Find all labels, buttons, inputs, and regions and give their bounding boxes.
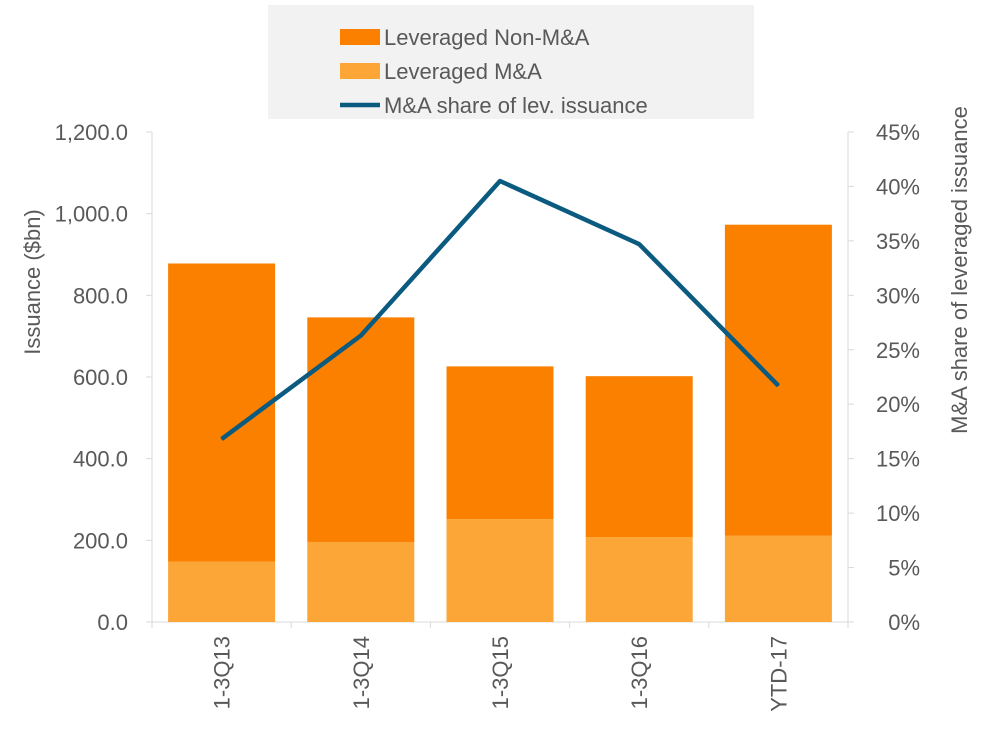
- legend-swatch: [340, 63, 380, 79]
- y2-tick-label: 15%: [876, 447, 920, 472]
- y-tick-label: 400.0: [73, 447, 128, 472]
- y2-tick-label: 40%: [876, 174, 920, 199]
- y2-tick-label: 20%: [876, 392, 920, 417]
- bar-leveraged-m-a: [307, 541, 415, 622]
- line-point: [221, 438, 223, 440]
- y-tick-label: 800.0: [73, 283, 128, 308]
- bar-leveraged-non-m-a: [585, 376, 693, 538]
- legend-label: Leveraged Non-M&A: [384, 25, 590, 50]
- x-axis-labels: 1-3Q13 1-3Q14 1-3Q15 1-3Q16 YTD-17: [210, 636, 792, 712]
- legend-label: Leveraged M&A: [384, 59, 542, 84]
- y2-tick-label: 0%: [888, 610, 920, 635]
- y-tick-label: 1,000.0: [55, 202, 128, 227]
- y2-tick-label: 45%: [876, 120, 920, 145]
- y-tick-label: 600.0: [73, 365, 128, 390]
- x-tick-label: YTD-17: [766, 636, 791, 712]
- line-point: [360, 335, 362, 337]
- bar-leveraged-non-m-a: [307, 317, 415, 542]
- axes: 0.0 200.0 400.0 600.0 800.0 1,000.0 1,200.0 0% 5…: [55, 120, 920, 635]
- legend-label: M&A share of lev. issuance: [384, 93, 648, 118]
- bar-leveraged-non-m-a: [724, 224, 832, 536]
- y2-tick-label: 35%: [876, 229, 920, 254]
- x-tick-label: 1-3Q14: [349, 636, 374, 709]
- bar-leveraged-non-m-a: [446, 366, 554, 520]
- y2-tick-label: 30%: [876, 283, 920, 308]
- line-series: [220, 178, 781, 441]
- y2-tick-label: 5%: [888, 556, 920, 581]
- x-tick-label: 1-3Q15: [488, 636, 513, 709]
- bar-leveraged-m-a: [585, 537, 693, 622]
- y2-tick-label: 10%: [876, 501, 920, 526]
- x-tick-label: 1-3Q16: [627, 636, 652, 709]
- y-tick-label: 200.0: [73, 528, 128, 553]
- y-tick-label: 1,200.0: [55, 120, 128, 145]
- legend: Leveraged Non-M&A Leveraged M&A M&A share …: [340, 25, 648, 118]
- bars: [168, 224, 832, 622]
- y2-axis-title: M&A share of leveraged issuance: [947, 106, 972, 434]
- bar-leveraged-m-a: [724, 535, 832, 622]
- y2-tick-label: 25%: [876, 338, 920, 363]
- bar-leveraged-m-a: [446, 519, 554, 622]
- y-axis-title: Issuance ($bn): [20, 209, 45, 355]
- y-tick-label: 0.0: [97, 610, 128, 635]
- line-point: [777, 385, 779, 387]
- line-point: [499, 180, 501, 182]
- legend-background: [268, 5, 754, 119]
- bar-leveraged-m-a: [168, 561, 276, 622]
- x-tick-label: 1-3Q13: [210, 636, 235, 709]
- line-point: [638, 243, 640, 245]
- legend-swatch: [340, 29, 380, 45]
